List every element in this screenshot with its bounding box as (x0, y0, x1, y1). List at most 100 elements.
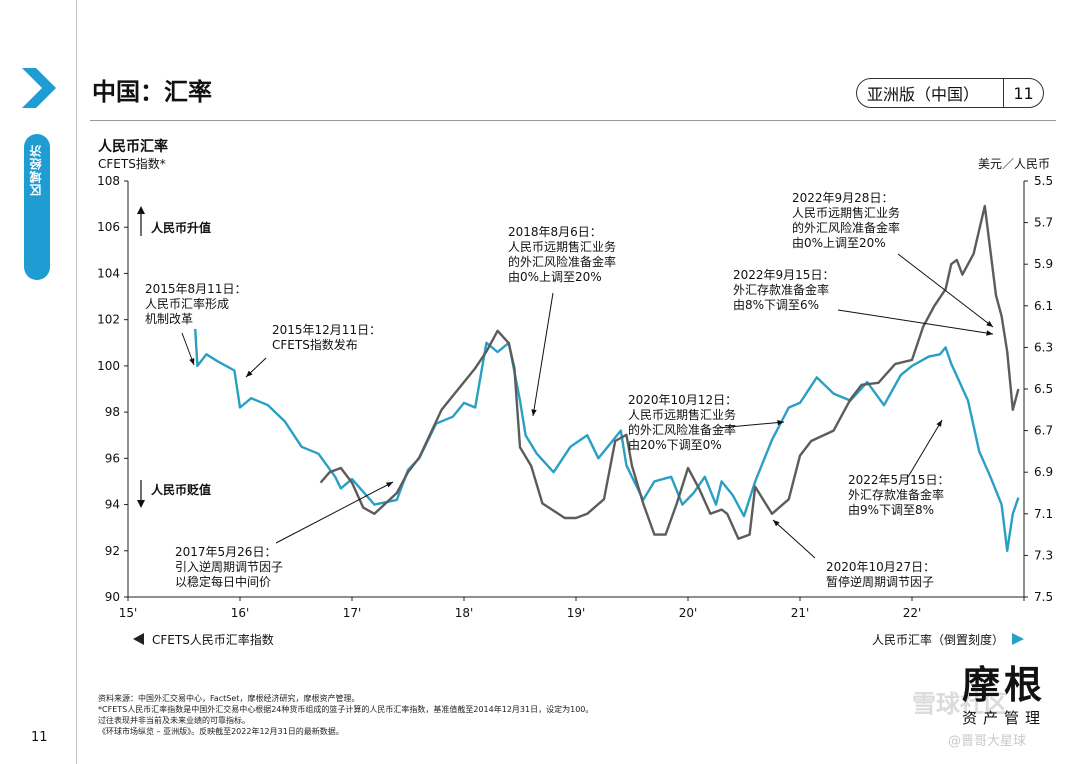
annotation-text: 2017年5月26日： (175, 545, 276, 559)
left-tick-label: 92 (105, 544, 120, 558)
depreciation-arrow-head (137, 500, 145, 508)
legend-right-arrow-icon (1012, 633, 1024, 645)
left-tick-label: 106 (97, 220, 120, 234)
right-tick-label: 7.5 (1034, 590, 1053, 604)
annotation-text: 2018年8月6日： (508, 225, 602, 239)
annotation-text: 2020年10月27日： (826, 560, 935, 574)
annotation-arrow-head (189, 358, 195, 365)
annotation-text: 2022年9月28日： (792, 191, 893, 205)
annotation-text: 引入逆周期调节因子 (175, 559, 283, 574)
edition-divider (1003, 79, 1004, 107)
x-tick-label: 19' (567, 606, 586, 620)
logo: 摩根 资产管理 (944, 654, 1064, 728)
left-tick-label: 108 (97, 174, 120, 188)
annotation-text: 2015年12月11日： (272, 323, 381, 337)
left-tick-label: 90 (105, 590, 120, 604)
annotation-text: CFETS指数发布 (272, 337, 358, 352)
right-tick-label: 6.9 (1034, 465, 1053, 479)
logo-sub: 资产管理 (961, 709, 1046, 727)
left-tick-label: 96 (105, 451, 120, 465)
left-tick-label: 98 (105, 405, 120, 419)
cfets-index-line (194, 328, 1020, 552)
annotation-arrow (717, 421, 785, 429)
usdcny-line (319, 204, 1020, 540)
annotation-text: 暂停逆周期调节因子 (826, 574, 934, 589)
left-tick-label: 100 (97, 359, 120, 373)
right-tick-label: 5.7 (1034, 216, 1053, 230)
annotation-text: 外汇存款准备金率 (733, 282, 829, 297)
annotation-text: 由9%下调至8% (848, 503, 934, 517)
right-tick-label: 6.7 (1034, 424, 1053, 438)
annotation-text: 由0%上调至20% (508, 270, 602, 284)
annotation-arrow-head (986, 320, 993, 327)
annotation-arrow-head (531, 409, 537, 416)
x-tick-label: 16' (231, 606, 250, 620)
annotation-arrow (772, 519, 816, 559)
right-tick-label: 6.3 (1034, 340, 1053, 354)
annotation-text: 的外汇风险准备金率 (508, 254, 616, 269)
annotation-arrow (532, 292, 554, 417)
chart-subtitle: CFETS指数* (98, 157, 166, 171)
page-title: 中国：汇率 (92, 78, 212, 106)
annotation-text: 2015年8月11日： (145, 282, 246, 296)
left-tick-label: 102 (97, 313, 120, 327)
chart-title: 人民币汇率 (98, 139, 168, 155)
right-tick-label: 6.5 (1034, 382, 1053, 396)
appreciation-label: 人民币升值 (151, 220, 211, 235)
sidebar: 区域经济 11 (0, 0, 77, 764)
annotation-text: 2020年10月12日： (628, 393, 737, 407)
x-tick-label: 20' (679, 606, 698, 620)
source-line: 资料来源：中国外汇交易中心，FactSet，摩根经济研究，摩根资产管理。 (98, 694, 360, 703)
source-line: 《环球市场纵览 – 亚洲版》。反映截至2022年12月31日的最新数据。 (98, 727, 344, 736)
left-tick-label: 94 (105, 498, 120, 512)
annotation-text: 人民币远期售汇业务 (628, 407, 736, 422)
x-tick-label: 22' (903, 606, 922, 620)
annotation-text: 人民币远期售汇业务 (792, 205, 900, 220)
logo-main: 摩根 (961, 662, 1046, 707)
watermark-handle: @晋哥大星球 (948, 734, 1027, 749)
annotation-arrow-head (777, 419, 784, 426)
annotation-arrow-head (246, 370, 253, 377)
annotation-text: 由0%上调至20% (792, 236, 886, 250)
right-axis-title: 美元／人民币 (978, 157, 1051, 171)
annotation-arrow (837, 309, 994, 335)
source-line: 过往表现并非当前及未来业绩的可靠指标。 (98, 716, 250, 725)
appreciation-arrow-head (137, 206, 145, 214)
annotation-text: 2022年9月15日： (733, 268, 834, 282)
chevron-right-icon (22, 68, 56, 108)
left-tick-label: 104 (97, 266, 120, 280)
legend-right-label: 人民币汇率（倒置刻度） (872, 632, 1004, 647)
annotation-arrow-head (936, 420, 942, 427)
depreciation-label: 人民币贬值 (151, 482, 211, 497)
legend-left-label: CFETS人民币汇率指数 (152, 632, 274, 647)
annotation-text: 外汇存款准备金率 (848, 487, 944, 502)
x-tick-label: 17' (343, 606, 362, 620)
annotation-arrow (275, 481, 394, 544)
section-tab[interactable]: 区域经济 (24, 134, 50, 280)
edition-page-number: 11 (1013, 83, 1034, 103)
right-tick-label: 6.1 (1034, 299, 1053, 313)
annotation-text: 人民币汇率形成 (145, 296, 229, 311)
annotation-text: 2022年5月15日： (848, 473, 949, 487)
annotation-arrow-head (386, 482, 393, 488)
legend-left-arrow-icon (133, 633, 144, 645)
title-divider (90, 120, 1056, 121)
annotation-arrow (907, 419, 943, 478)
source-line: *CFETS人民币汇率指数是中国外汇交易中心根据24种货币组成的篮子计算的人民币… (98, 705, 594, 714)
annotation-text: 由8%下调至6% (733, 298, 819, 312)
annotation-text: 以稳定每日中间价 (175, 574, 271, 589)
annotation-text: 由20%下调至0% (628, 438, 722, 452)
source-notes: 资料来源：中国外汇交易中心，FactSet，摩根经济研究，摩根资产管理。 *CF… (98, 693, 593, 737)
annotation-arrow-head (986, 330, 993, 336)
right-tick-label: 7.1 (1034, 507, 1053, 521)
right-tick-label: 5.5 (1034, 174, 1053, 188)
annotation-text: 的外汇风险准备金率 (628, 422, 736, 437)
edition-badge: 亚洲版（中国） 11 (856, 78, 1044, 108)
annotation-text: 人民币远期售汇业务 (508, 239, 616, 254)
right-tick-label: 7.3 (1034, 548, 1053, 562)
x-tick-label: 15' (119, 606, 138, 620)
annotation-arrow-head (773, 520, 780, 527)
x-tick-label: 18' (455, 606, 474, 620)
watermark: 雪球社区 (912, 690, 1008, 718)
